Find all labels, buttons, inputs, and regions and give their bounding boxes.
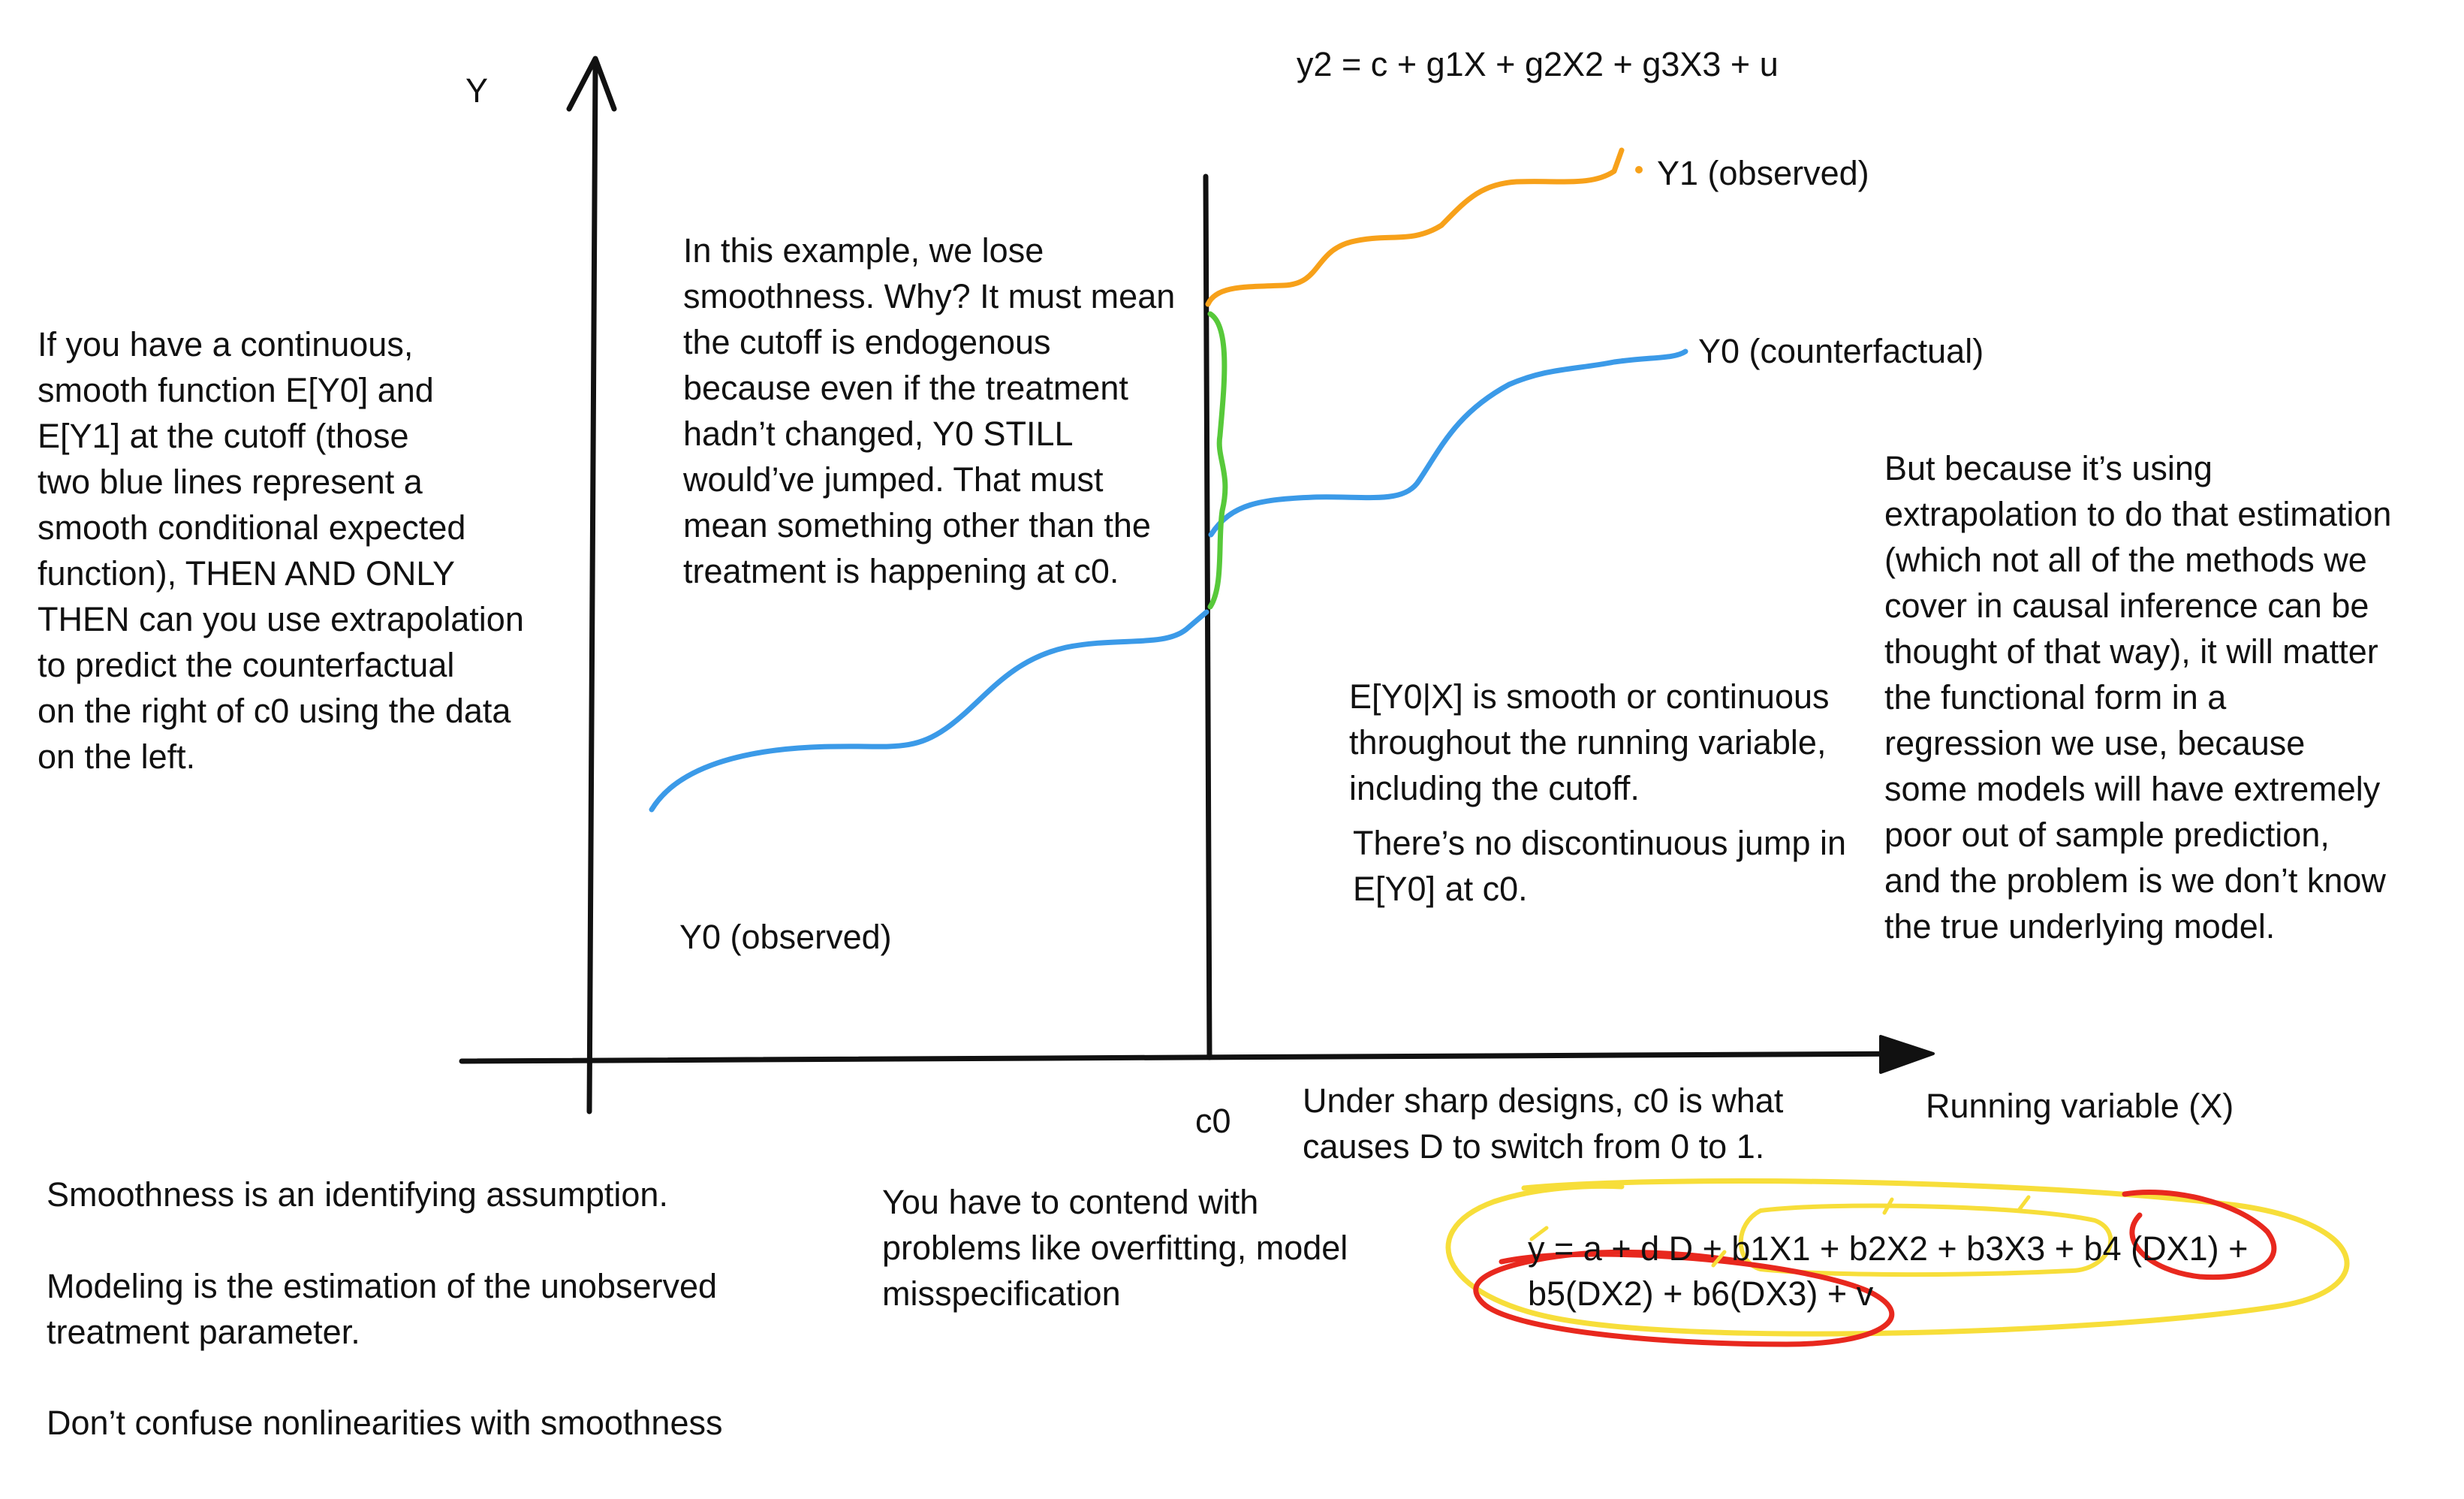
note-line: Under sharp designs, c0 is what [1303,1081,1784,1120]
y1-observed-label: Y1 (observed) [1657,154,1869,192]
note-line: Modeling is the estimation of the unobse… [47,1267,718,1305]
x-axis-arrowhead [1879,1035,1935,1074]
note-line: treatment is happening at c0. [683,552,1119,590]
y0-counterfactual-label: Y0 (counterfactual) [1698,332,1984,370]
y0-observed-label: Y0 (observed) [679,918,892,956]
middle-note: In this example, we lose smoothness. Why?… [683,228,1175,594]
note-line: E[Y1] at the cutoff (those [38,417,409,455]
note-line: and the problem is we don’t know [1884,861,2386,900]
y1-observed-curve [1205,147,1625,307]
x-axis [459,1051,1921,1064]
y1-legend-dot [1635,166,1643,173]
note-line: to predict the counterfactual [38,646,455,684]
note-line: the cutoff is endogenous [683,323,1051,361]
y-axis-label: Y [465,71,489,110]
note-line: But because it’s using [1884,449,2212,487]
bottom-note-smoothness: Smoothness is an identifying assumption. [47,1175,668,1214]
cutoff-label: c0 [1195,1102,1231,1140]
smoothness-note: E[Y0|X] is smooth or continuous throughou… [1349,674,1830,811]
note-line: E[Y0] at c0. [1353,870,1528,908]
y-axis-arrowhead [566,56,617,112]
y-axis [586,63,598,1114]
note-line: on the left. [38,737,196,776]
note-line: You have to contend with [882,1183,1259,1221]
top-equation: y2 = c + g1X + g2X2 + g3X3 + u [1297,45,1779,83]
note-line: smooth conditional expected [38,508,466,547]
model-equation-line-1: y = a + d D + b1X1 + b2X2 + b3X3 + b4 (D… [1528,1229,2249,1268]
x-axis-label: Running variable (X) [1926,1087,2234,1125]
note-line: If you have a continuous, [38,325,414,363]
note-line: on the right of c0 using the data [38,692,511,730]
note-line: smooth function E[Y0] and [38,371,434,409]
y0-observed-curve [649,609,1209,813]
note-line: misspecification [882,1274,1121,1313]
sharp-design-note: Under sharp designs, c0 is what causes D … [1303,1078,1783,1169]
note-line: two blue lines represent a [38,463,423,501]
yellow-highlight-ellipse [1445,1178,2350,1337]
note-line: function), THEN AND ONLY [38,554,456,593]
note-line: the true underlying model. [1884,907,2276,946]
note-line: would’ve jumped. That must [683,460,1104,499]
y0-counterfactual-curve [1208,348,1688,538]
note-line: poor out of sample prediction, [1884,816,2330,854]
note-line: some models will have extremely [1884,770,2381,808]
note-line: problems like overfitting, model [882,1229,1348,1267]
contend-note: You have to contend with problems like ov… [882,1179,1348,1317]
bottom-note-modeling: Modeling is the estimation of the unobse… [47,1263,717,1355]
model-equation-line-2: b5(DX2) + b6(DX3) + v [1528,1274,1874,1313]
red-interaction-ellipse [1473,1249,1895,1347]
yellow-tick-marks [1529,1195,2031,1268]
note-line: the functional form in a [1884,678,2227,716]
note-line: because even if the treatment [683,369,1128,407]
discontinuity-jump [1207,311,1228,610]
right-note: But because it’s using extrapolation to d… [1884,445,2391,949]
note-line: mean something other than the [683,506,1151,544]
note-line: throughout the running variable, [1349,723,1827,762]
note-line: cover in causal inference can be [1884,587,2369,625]
note-line: thought of that way), it will matter [1884,632,2378,671]
note-line: There’s no discontinuous jump in [1353,824,1847,862]
note-line: regression we use, because [1884,724,2306,762]
note-line: including the cutoff. [1349,769,1640,807]
note-line: smoothness. Why? It must mean [683,277,1176,315]
left-note: If you have a continuous, smooth function… [38,321,524,780]
note-line: hadn’t changed, Y0 STILL [683,415,1074,453]
note-line: THEN can you use extrapolation [38,600,524,638]
note-line: (which not all of the methods we [1884,541,2367,579]
bottom-note-nonlinearities: Don’t confuse nonlinearities with smooth… [47,1404,723,1442]
cutoff-line [1203,173,1212,1060]
note-line: extrapolation to do that estimation [1884,495,2392,533]
red-interaction-loop [2122,1190,2277,1280]
note-line: E[Y0|X] is smooth or continuous [1349,677,1830,716]
no-jump-note: There’s no discontinuous jump in E[Y0] at… [1353,820,1846,912]
note-line: causes D to switch from 0 to 1. [1303,1127,1765,1166]
note-line: In this example, we lose [683,231,1044,270]
yellow-polynomial-loop [1738,1203,2113,1277]
note-line: treatment parameter. [47,1313,360,1351]
